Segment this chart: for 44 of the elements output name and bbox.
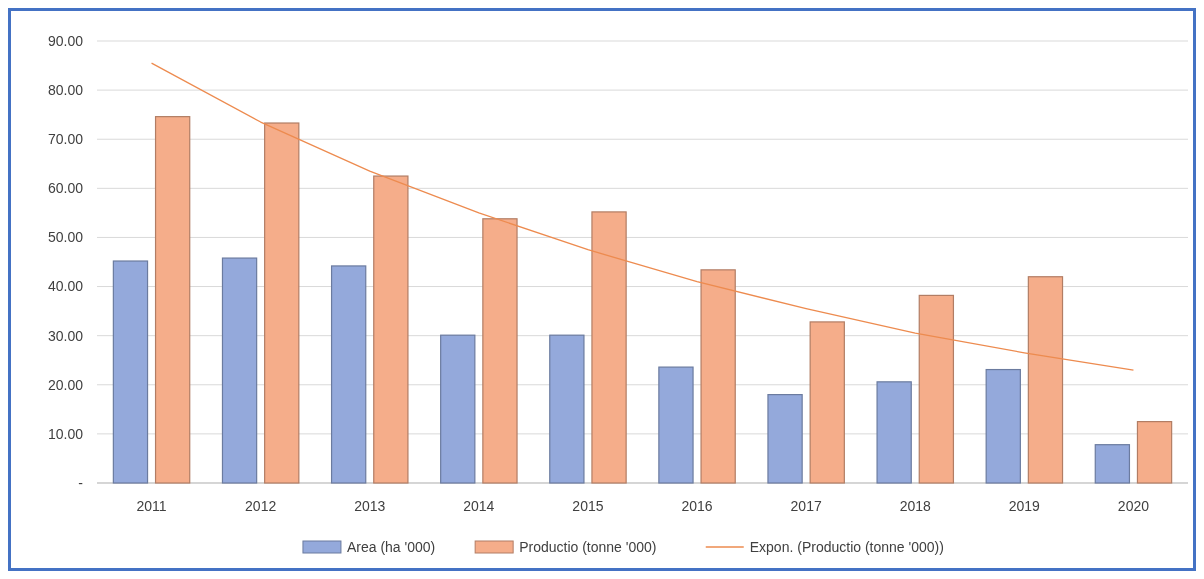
bar bbox=[767, 394, 803, 484]
x-tick-label: 2020 bbox=[1117, 498, 1150, 514]
x-tick-label: 2015 bbox=[572, 498, 604, 514]
y-tick-label: 10.00 bbox=[47, 425, 84, 442]
bar bbox=[482, 218, 518, 484]
bar bbox=[154, 116, 191, 484]
bar bbox=[549, 334, 585, 484]
y-tick-label: - bbox=[78, 474, 84, 491]
bar bbox=[373, 175, 409, 484]
bar bbox=[985, 368, 1021, 484]
bar bbox=[918, 294, 955, 484]
x-tick-label: 2013 bbox=[354, 498, 386, 514]
x-tick-label: 2018 bbox=[899, 498, 932, 514]
bar bbox=[809, 321, 845, 484]
bar bbox=[264, 122, 300, 484]
bar bbox=[658, 366, 694, 484]
bar bbox=[112, 260, 149, 484]
y-tick-label: 40.00 bbox=[47, 278, 84, 295]
y-tick-label: 30.00 bbox=[47, 327, 84, 344]
x-tick-label: 2012 bbox=[245, 498, 277, 514]
bar bbox=[1136, 421, 1173, 484]
line-series bbox=[150, 62, 1135, 371]
bar bbox=[440, 334, 476, 484]
x-tick-label: 2017 bbox=[790, 498, 822, 514]
legend-label: Productio (tonne '000) bbox=[519, 538, 657, 555]
bar bbox=[591, 211, 627, 484]
bar bbox=[1027, 276, 1064, 484]
bar bbox=[1094, 444, 1131, 484]
bar bbox=[876, 381, 912, 484]
y-tick-label: 50.00 bbox=[47, 229, 84, 246]
y-tick-label: 20.00 bbox=[47, 376, 84, 393]
x-tick-label: 2019 bbox=[1008, 498, 1041, 514]
y-tick-label: 80.00 bbox=[47, 82, 84, 99]
bar bbox=[700, 269, 736, 484]
bar bbox=[330, 265, 367, 484]
bar bbox=[221, 257, 258, 484]
legend-label: Expon. (Productio (tonne '000)) bbox=[749, 538, 944, 555]
legend-label: Area (ha '000) bbox=[346, 538, 436, 555]
y-tick-label: 70.00 bbox=[47, 131, 84, 148]
y-tick-label: 90.00 bbox=[47, 32, 84, 49]
y-tick-label: 60.00 bbox=[47, 180, 84, 197]
x-tick-label: 2016 bbox=[681, 498, 713, 514]
x-tick-label: 2011 bbox=[136, 498, 167, 514]
x-tick-label: 2014 bbox=[463, 498, 495, 514]
